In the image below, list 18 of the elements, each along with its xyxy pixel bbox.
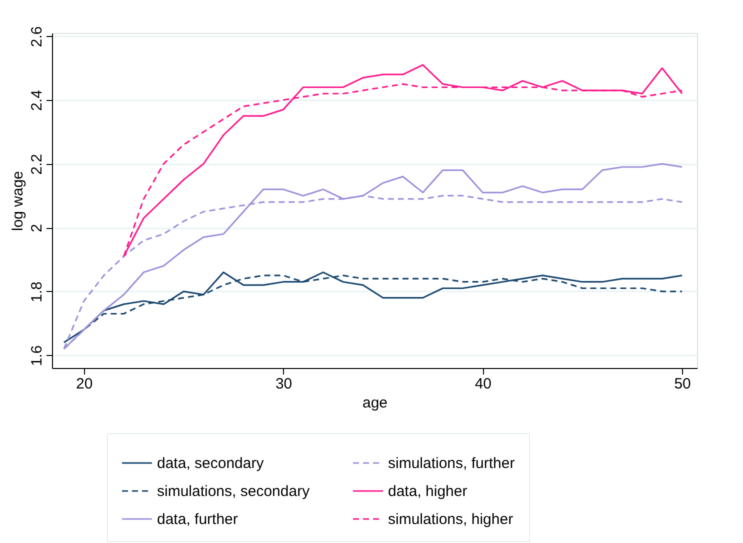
legend-label: data, higher <box>388 483 468 500</box>
y-tick-label: 2.4 <box>28 90 46 111</box>
x-tick-label: 30 <box>275 376 292 392</box>
y-tick-label: 2.2 <box>28 154 46 175</box>
y-tick-label: 1.6 <box>28 345 46 366</box>
x-tick-label: 20 <box>76 376 93 392</box>
y-axis-title: log wage <box>10 170 26 232</box>
y-tick-label: 2 <box>28 224 46 232</box>
y-tick-label: 2.6 <box>28 26 46 48</box>
x-tick-label: 40 <box>474 376 492 392</box>
y-tick-label: 1.8 <box>28 282 46 302</box>
x-tick-label: 50 <box>674 376 691 392</box>
legend-label: simulations, further <box>388 455 515 472</box>
x-axis-title: age <box>362 394 388 412</box>
legend-label: simulations, higher <box>388 511 514 528</box>
legend-label: data, further <box>157 511 238 528</box>
legend-label: data, secondary <box>157 455 264 472</box>
legend-label: simulations, secondary <box>157 483 310 500</box>
